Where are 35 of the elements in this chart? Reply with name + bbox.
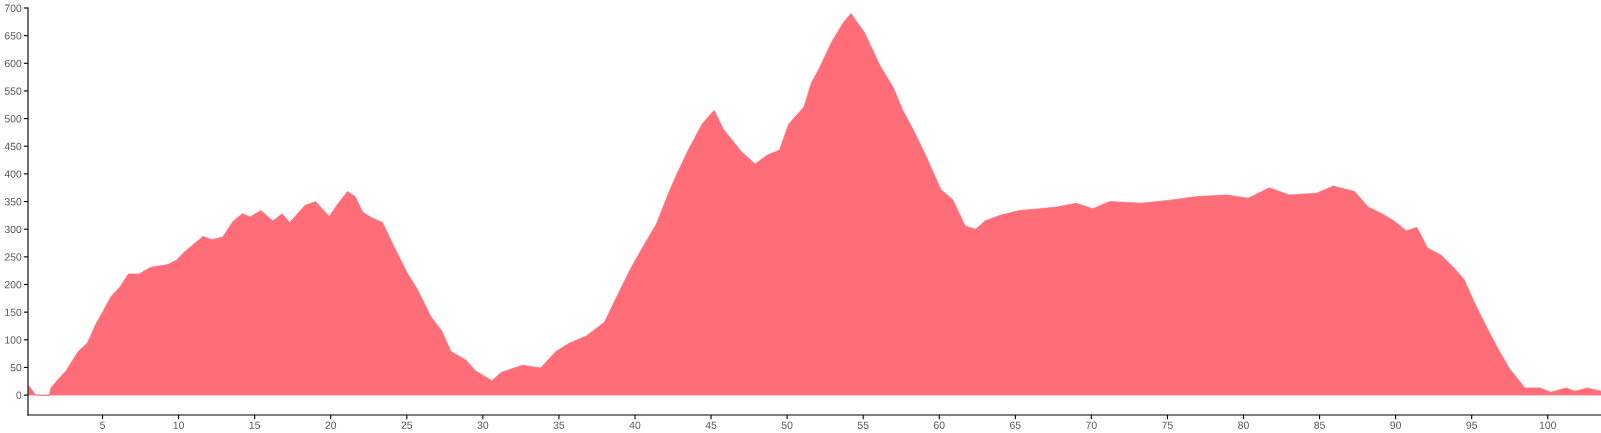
y-tick-label: 450 — [4, 142, 22, 151]
x-tick-label: 80 — [1238, 421, 1249, 429]
y-tick-label: 200 — [4, 281, 22, 289]
y-tick-label: 700 — [4, 4, 22, 12]
y-tick-label: 400 — [4, 170, 22, 178]
x-tick-label: 40 — [629, 421, 641, 429]
y-tick-label: 500 — [4, 115, 22, 123]
x-tick-label: 30 — [477, 421, 489, 429]
x-tick-label: 45 — [705, 421, 717, 429]
y-tick-label: 150 — [5, 308, 22, 317]
x-tick-label: 100 — [1539, 421, 1557, 429]
x-tick-label: 90 — [1390, 421, 1402, 429]
x-tick-label: 75 — [1162, 421, 1173, 429]
y-tick-label: 600 — [4, 59, 22, 68]
x-tick-label: 25 — [401, 421, 413, 429]
y-tick-label: 0 — [16, 391, 22, 399]
y-tick-label: 300 — [4, 225, 22, 234]
x-tick-label: 65 — [1010, 421, 1021, 429]
x-tick-label: 60 — [933, 421, 945, 429]
y-tick-label: 650 — [4, 32, 22, 40]
x-tick-label: 85 — [1314, 421, 1325, 429]
x-tick-label: 95 — [1466, 421, 1478, 429]
x-tick-label: 50 — [781, 421, 793, 429]
y-tick-label: 550 — [4, 87, 22, 95]
y-tick-label: 350 — [4, 198, 22, 206]
y-tick-label: 250 — [4, 253, 22, 261]
y-tick-label: 50 — [10, 363, 22, 372]
x-tick-label: 55 — [857, 421, 869, 429]
x-tick-label: 15 — [249, 421, 261, 429]
x-tick-label: 10 — [173, 421, 184, 429]
x-tick-label: 20 — [325, 421, 337, 429]
x-tick-label: 35 — [553, 421, 565, 429]
x-tick-label: 5 — [100, 421, 105, 429]
y-tick-label: 100 — [5, 336, 22, 344]
x-tick-label: 70 — [1086, 421, 1097, 429]
